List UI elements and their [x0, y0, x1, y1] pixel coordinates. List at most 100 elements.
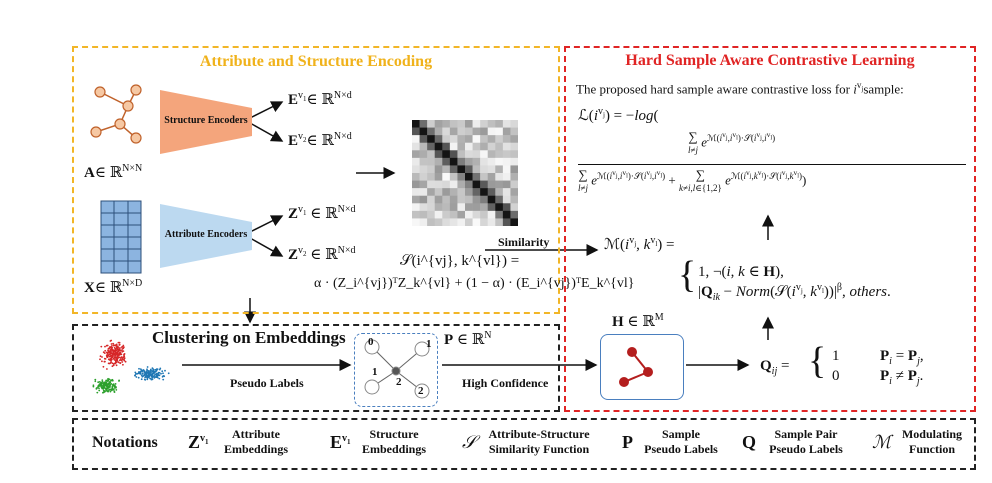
scatter-point	[110, 343, 113, 345]
scatter-point	[101, 380, 104, 383]
notation-symbol-Z: Zv1	[188, 432, 209, 452]
scatter-point	[115, 343, 118, 346]
heatmap-cell	[465, 127, 473, 136]
scatter-point	[102, 365, 105, 368]
scatter-point	[95, 388, 98, 390]
heatmap-cell	[442, 210, 451, 219]
scatter-point	[98, 387, 100, 390]
pseudo-label-graph	[354, 333, 438, 407]
heatmap-cell	[472, 165, 481, 174]
Q-case2-value: 0	[832, 368, 840, 384]
scatter-point	[124, 360, 127, 363]
scatter-point	[121, 358, 124, 361]
scatter-point	[138, 372, 141, 374]
scatter-point	[160, 372, 162, 375]
scatter-point	[104, 345, 106, 348]
heatmap-cell	[434, 142, 443, 151]
heatmap-cell	[457, 203, 466, 212]
clustering-title: Clustering on Embeddings	[152, 328, 346, 347]
heatmap-cell	[472, 195, 481, 204]
scatter-point	[146, 368, 148, 371]
heatmap-cell	[412, 165, 420, 174]
scatter-point	[104, 390, 106, 393]
scatter-point	[108, 362, 111, 365]
heatmap-cell	[412, 173, 420, 181]
scatter-point	[144, 376, 146, 379]
heatmap-cell	[480, 135, 489, 144]
H-label: H ∈ ℝM	[612, 312, 664, 330]
arrow-to-Z1	[249, 215, 284, 233]
notation-label-E: Structure Embeddings	[361, 427, 427, 456]
heatmap-cell	[495, 210, 504, 219]
scatter-point	[114, 386, 117, 389]
scatter-point	[111, 349, 113, 351]
heatmap-cell	[465, 195, 473, 204]
heatmap-cell	[480, 173, 489, 181]
heatmap-cell	[495, 135, 504, 144]
heatmap-cell	[434, 180, 443, 189]
heatmap-cell	[419, 120, 428, 128]
heatmap-cell	[495, 188, 504, 197]
heatmap-cell	[480, 210, 489, 219]
heatmap-cell	[495, 173, 504, 181]
notation-symbol-E: Ev1	[330, 432, 351, 452]
scatter-point	[92, 384, 95, 387]
scatter-point	[100, 345, 103, 348]
pseudo-labels-label: Pseudo Labels	[230, 376, 304, 390]
heatmap-cell	[442, 135, 451, 144]
S-definition-line1: 𝒮(i^{vj}, k^{vl}) =	[400, 253, 520, 269]
heatmap-cell	[465, 135, 473, 144]
heatmap-cell	[457, 210, 466, 219]
loss-line1: ℒ(ivj) = −log(	[578, 106, 659, 124]
heatmap-cell	[449, 150, 458, 159]
heatmap-cell	[510, 157, 518, 166]
scatter-point	[116, 355, 119, 357]
scatter-point	[114, 353, 117, 356]
scatter-point	[106, 385, 108, 388]
notation-symbol-S: 𝒮	[462, 432, 476, 452]
heatmap-cell	[419, 150, 428, 159]
scatter-point	[105, 382, 107, 385]
heatmap-cell	[442, 157, 451, 166]
heatmap-cell	[427, 173, 436, 181]
scatter-point	[107, 347, 110, 350]
scatter-point	[144, 379, 147, 381]
scatter-point	[111, 365, 114, 368]
heatmap-cell	[412, 142, 420, 151]
graph-node-label-2b: 2	[418, 385, 424, 397]
scatter-point	[107, 389, 110, 391]
heatmap-cell	[457, 173, 466, 181]
scatter-point	[101, 360, 103, 363]
heatmap-cell	[457, 150, 466, 159]
heatmap-cell	[465, 165, 473, 174]
scatter-point	[118, 353, 121, 355]
heatmap-cell	[427, 120, 436, 128]
heatmap-cell	[502, 127, 511, 136]
graph-node-label-0: 0	[368, 336, 374, 348]
heatmap-cell	[487, 135, 496, 144]
heatmap-cell	[487, 150, 496, 159]
scatter-point	[102, 383, 105, 386]
scatter-point	[99, 355, 102, 358]
arrow-to-E2	[249, 122, 284, 142]
scatter-point	[146, 376, 149, 379]
heatmap-cell	[434, 120, 443, 128]
heatmap-cell	[412, 203, 420, 212]
heatmap-cell	[442, 165, 451, 174]
heatmap-cell	[427, 150, 436, 159]
heatmap-cell	[457, 195, 466, 204]
scatter-point	[140, 374, 143, 377]
notation-label-Q: Sample Pair Pseudo Labels	[769, 427, 843, 456]
scatter-point	[122, 363, 124, 366]
scatter-point	[143, 371, 146, 373]
scatter-point	[147, 374, 149, 377]
heatmap-cell	[427, 127, 436, 136]
scatter-point	[113, 357, 116, 359]
heatmap-cell	[419, 203, 428, 212]
scatter-point	[110, 361, 113, 363]
scatter-point	[164, 369, 166, 372]
heatmap-cell	[412, 195, 420, 204]
heatmap-cell	[449, 195, 458, 204]
scatter-point	[155, 372, 158, 375]
heatmap-cell	[487, 127, 496, 136]
